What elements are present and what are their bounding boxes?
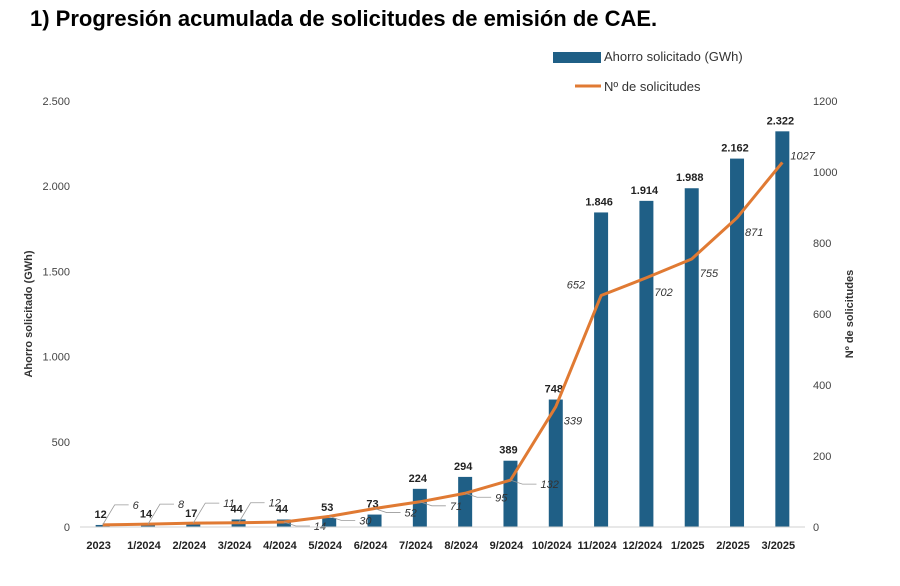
- line-label-leader: [192, 502, 220, 524]
- line-label-leader: [147, 503, 174, 525]
- bar-value-label: 224: [409, 473, 428, 485]
- x-tick-label: 6/2024: [354, 540, 389, 552]
- x-tick-label: 5/2024: [308, 540, 343, 552]
- y2-tick-label: 1200: [813, 96, 837, 108]
- bar-value-label: 389: [499, 445, 517, 457]
- line-label-leader: [419, 501, 446, 507]
- line-value-label: 755: [700, 268, 719, 280]
- x-tick-label: 11/2024: [578, 540, 618, 552]
- line-label-leader: [329, 515, 356, 521]
- y-tick-label: 1.500: [42, 266, 70, 278]
- bar-8/2024: [458, 476, 473, 527]
- x-tick-label: 1/2025: [671, 540, 705, 552]
- line-series-solicitudes: [102, 161, 784, 527]
- line-label-leader: [238, 502, 265, 523]
- y-axis-label: Ahorro solicitado (GWh): [23, 250, 35, 377]
- line-value-label: 12: [269, 498, 281, 510]
- line-label-leader: [283, 521, 310, 527]
- line-value-label: 71: [450, 501, 462, 513]
- bar-1/2025: [684, 188, 699, 527]
- line-label-leader: [374, 508, 401, 513]
- bar-value-label: 2.162: [721, 143, 749, 155]
- y2-tick-label: 0: [813, 522, 819, 534]
- line-value-label: 30: [359, 515, 372, 527]
- legend-bar-swatch: [553, 52, 601, 63]
- y-tick-label: 500: [52, 437, 70, 449]
- bar-5/2024: [322, 517, 337, 527]
- bar-value-label: 12: [95, 509, 107, 521]
- bar-11/2024: [594, 212, 609, 528]
- line-label-leader: [465, 492, 492, 498]
- bar-value-label: 294: [454, 461, 473, 473]
- x-tick-label: 2/2025: [716, 540, 750, 552]
- bar-7/2024: [412, 488, 427, 527]
- bar-2/2024: [186, 524, 201, 527]
- y-tick-label: 0: [64, 522, 70, 534]
- line-value-label: 652: [567, 280, 585, 292]
- line-value-label: 11: [223, 498, 234, 510]
- x-tick-label: 9/2024: [490, 540, 525, 552]
- x-tick-label: 10/2024: [532, 540, 573, 552]
- bar-value-label: 748: [545, 384, 563, 396]
- y2-tick-label: 200: [813, 451, 831, 463]
- bar-value-label: 17: [185, 508, 197, 520]
- x-tick-label: 3/2025: [762, 540, 796, 552]
- x-tick-label: 7/2024: [399, 540, 434, 552]
- bar-2023: [95, 524, 110, 527]
- line-label-leader: [510, 479, 537, 485]
- bar-10/2024: [548, 399, 563, 527]
- x-tick-label: 8/2024: [444, 540, 479, 552]
- x-tick-label: 1/2024: [127, 540, 162, 552]
- line-value-label: 52: [405, 508, 417, 520]
- bar-value-label: 2.322: [767, 115, 795, 127]
- legend-line-label: Nº de solicitudes: [604, 79, 701, 94]
- line-value-label: 339: [564, 416, 582, 428]
- line-value-label: 132: [540, 479, 558, 491]
- y-tick-label: 1.000: [42, 352, 70, 364]
- line-value-label: 702: [654, 287, 672, 299]
- bar-value-label: 44: [230, 504, 243, 516]
- bar-12/2024: [639, 200, 654, 527]
- bar-value-label: 14: [140, 509, 153, 521]
- bar-1/2024: [140, 524, 155, 527]
- bar-6/2024: [367, 514, 382, 527]
- y2-axis-label: Nº de solicitudes: [844, 270, 856, 358]
- y-tick-label: 2.000: [42, 181, 70, 193]
- x-tick-label: 12/2024: [623, 540, 664, 552]
- line-value-label: 95: [495, 492, 508, 504]
- legend-bar-label: Ahorro solicitado (GWh): [604, 49, 743, 64]
- line-value-label: 871: [745, 227, 763, 239]
- x-tick-label: 2023: [86, 540, 110, 552]
- y-tick-label: 2.500: [42, 96, 70, 108]
- bar-3/2025: [775, 131, 790, 527]
- y2-tick-label: 800: [813, 238, 831, 250]
- x-tick-label: 3/2024: [218, 540, 253, 552]
- x-tick-label: 4/2024: [263, 540, 298, 552]
- bar-value-label: 1.914: [631, 185, 659, 197]
- line-value-label: 1027: [790, 150, 815, 162]
- y2-tick-label: 600: [813, 309, 831, 321]
- bar-value-label: 1.846: [585, 196, 613, 208]
- line-value-label: 6: [133, 500, 140, 512]
- legend: Ahorro solicitado (GWh) Nº de solicitude…: [553, 49, 743, 94]
- bar-value-label: 53: [321, 502, 333, 514]
- y2-tick-label: 1000: [813, 167, 837, 179]
- line-value-label: 8: [178, 499, 185, 511]
- line-label-leader: [102, 504, 129, 526]
- bar-value-label: 44: [276, 504, 289, 516]
- x-tick-label: 2/2024: [172, 540, 207, 552]
- chart-title: 1) Progresión acumulada de solicitudes d…: [30, 6, 658, 31]
- bar-value-label: 1.988: [676, 172, 704, 184]
- y2-tick-label: 400: [813, 380, 831, 392]
- bar-2/2025: [730, 158, 745, 527]
